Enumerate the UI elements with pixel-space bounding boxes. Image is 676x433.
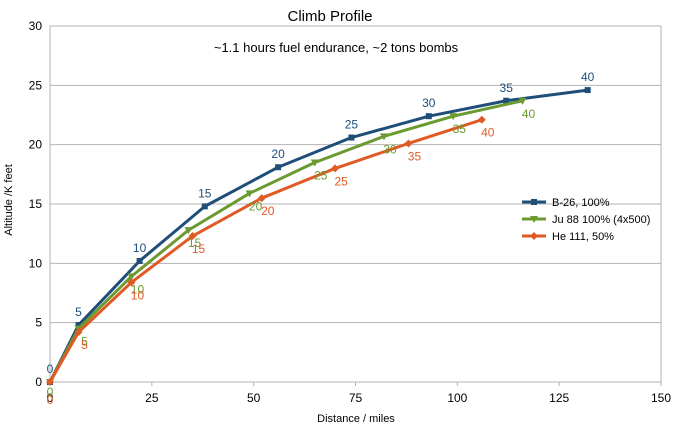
legend: B-26, 100% Ju 88 100% (4x500) He 111, 50% — [522, 197, 650, 243]
data-label: 10 — [131, 282, 145, 296]
y-tick-label: 25 — [29, 78, 43, 92]
series-line — [48, 88, 588, 383]
data-point — [449, 113, 458, 121]
data-point — [127, 273, 136, 281]
plot-area-frame — [49, 25, 662, 383]
series-line — [48, 118, 483, 383]
y-tick-label: 0 — [35, 375, 42, 389]
legend-entry: He 111, 50% — [552, 231, 614, 243]
x-tick-labels: 0 25 50 75 100 125 150 — [47, 391, 672, 405]
data-point — [75, 322, 82, 329]
legend-entry: B-26, 100% — [552, 197, 610, 209]
data-label: 25 — [334, 174, 348, 188]
data-point — [275, 164, 282, 171]
x-tick-label: 100 — [447, 391, 467, 405]
chart-subtitle: ~1.1 hours fuel endurance, ~2 tons bombs — [214, 40, 459, 55]
data-label: 30 — [383, 142, 397, 156]
data-point — [184, 227, 193, 235]
data-point — [518, 97, 527, 105]
data-point — [425, 113, 432, 120]
data-label: 10 — [131, 288, 145, 302]
x-axis-label: Distance / miles — [317, 413, 395, 425]
data-label: 0 — [47, 393, 54, 407]
data-label: 40 — [522, 107, 536, 121]
data-label: 10 — [133, 241, 147, 255]
data-label: 40 — [481, 126, 495, 140]
y-tick-label: 5 — [35, 316, 42, 330]
axes — [49, 25, 662, 386]
data-label: 0 — [47, 385, 54, 399]
data-point — [46, 378, 54, 386]
data-label: 30 — [422, 96, 436, 110]
x-tick-label: 0 — [47, 391, 54, 405]
chart-title: Climb Profile — [287, 8, 372, 25]
legend-marker — [530, 216, 538, 223]
data-label: 15 — [192, 242, 206, 256]
data-point — [136, 257, 143, 264]
data-label: 5 — [81, 335, 88, 349]
y-tick-labels: 0 5 10 15 20 25 30 — [29, 19, 43, 389]
series-line — [48, 99, 523, 383]
legend-entry: Ju 88 100% (4x500) — [552, 214, 650, 226]
y-tick-label: 15 — [29, 197, 43, 211]
data-point — [74, 328, 83, 337]
data-point — [584, 87, 591, 94]
data-point — [380, 133, 389, 141]
data-point — [245, 190, 254, 198]
data-label: 40 — [581, 70, 595, 84]
data-label: 20 — [261, 204, 275, 218]
data-point — [127, 278, 136, 287]
data-label: 25 — [345, 118, 359, 132]
data-point — [201, 203, 208, 210]
data-label: 25 — [314, 168, 328, 182]
data-point — [310, 159, 319, 167]
data-labels: 0510152025303540051015202530354005101520… — [47, 70, 595, 407]
x-tick-label: 50 — [247, 391, 261, 405]
y-tick-label: 30 — [29, 19, 43, 33]
legend-marker — [531, 199, 537, 205]
data-label: 35 — [500, 81, 514, 95]
data-label: 15 — [198, 186, 212, 200]
x-tick-label: 25 — [145, 391, 159, 405]
data-label: 20 — [271, 147, 285, 161]
series-lines — [46, 87, 591, 386]
data-point — [503, 97, 510, 104]
data-label: 15 — [188, 236, 202, 250]
data-point — [477, 115, 486, 124]
data-point — [188, 232, 197, 241]
data-label: 5 — [81, 338, 88, 352]
y-tick-label: 20 — [29, 138, 43, 152]
data-label: 5 — [75, 305, 82, 319]
data-label: 20 — [249, 199, 263, 213]
data-label: 35 — [453, 122, 467, 136]
data-point — [404, 139, 413, 148]
x-tick-label: 125 — [549, 391, 569, 405]
data-point — [331, 164, 340, 173]
data-point — [348, 134, 355, 141]
grid-lines — [50, 25, 661, 324]
x-tick-label: 150 — [651, 391, 671, 405]
x-tick-label: 75 — [349, 391, 363, 405]
data-point — [257, 194, 266, 203]
y-tick-label: 10 — [29, 256, 43, 270]
legend-marker — [530, 232, 538, 240]
y-axis-label: Altitude /K feet — [3, 164, 15, 236]
data-label: 35 — [408, 149, 422, 163]
data-label: 0 — [47, 362, 54, 376]
